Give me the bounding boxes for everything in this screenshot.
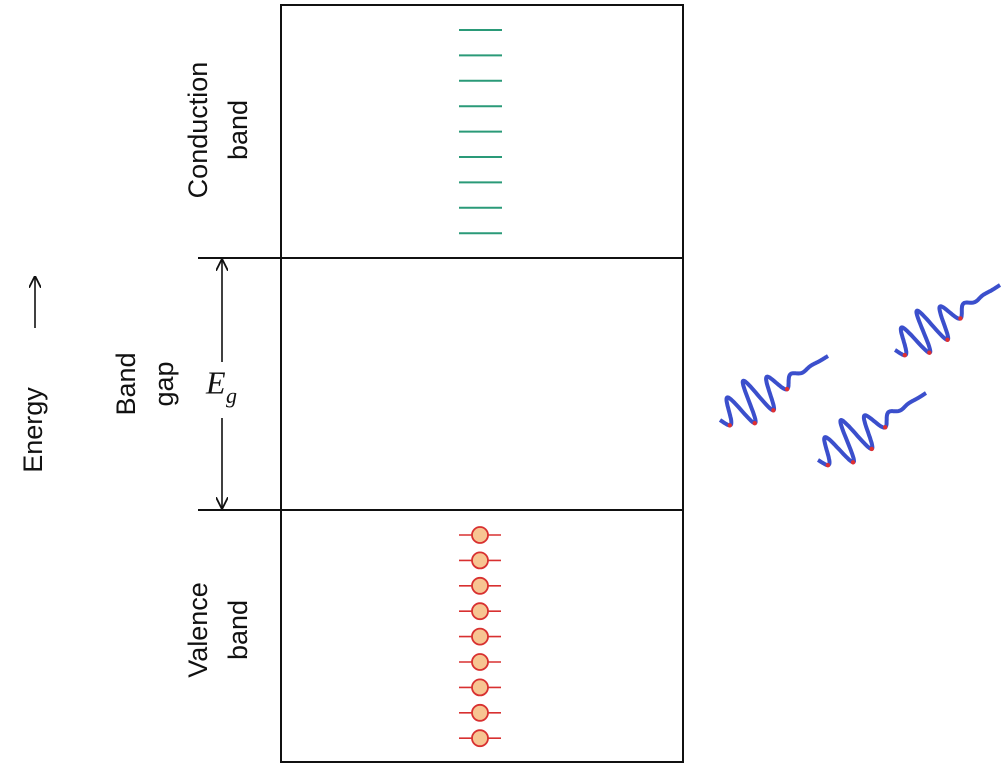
photon-dot [752,420,757,426]
photon-dot [727,423,732,428]
electron [471,576,489,595]
conduction-label: band [223,100,253,160]
energy-label: Energy [18,387,48,473]
photon [718,354,830,428]
photon-dot [927,350,932,355]
photon-dot [771,408,776,413]
electron [471,729,489,748]
photons [718,283,1001,468]
electron [471,526,489,544]
gap-subscript: g [226,383,237,408]
gap-symbol: E [205,364,226,400]
electron [471,602,489,621]
electron [471,678,489,697]
conduction-label: Conduction [183,62,213,199]
photon-dot [784,386,790,392]
photon-dot [902,353,907,358]
photon-dot [883,425,888,430]
energy-levels [459,29,502,748]
electron [471,653,489,671]
band-gap-label: Band [111,352,141,415]
photon-dot [850,460,856,465]
band-gap-label: gap [149,361,179,406]
photon-dot [945,337,950,342]
photon-dot [958,316,963,321]
band-box [280,4,684,763]
electron [471,703,489,722]
electron [471,627,489,646]
photon [816,391,928,468]
photon-dot [869,446,874,452]
valence-label: Valence [183,582,213,678]
valence-label: band [223,600,253,660]
photon [893,283,1001,358]
photon-dot [825,462,831,468]
electron [471,551,489,570]
